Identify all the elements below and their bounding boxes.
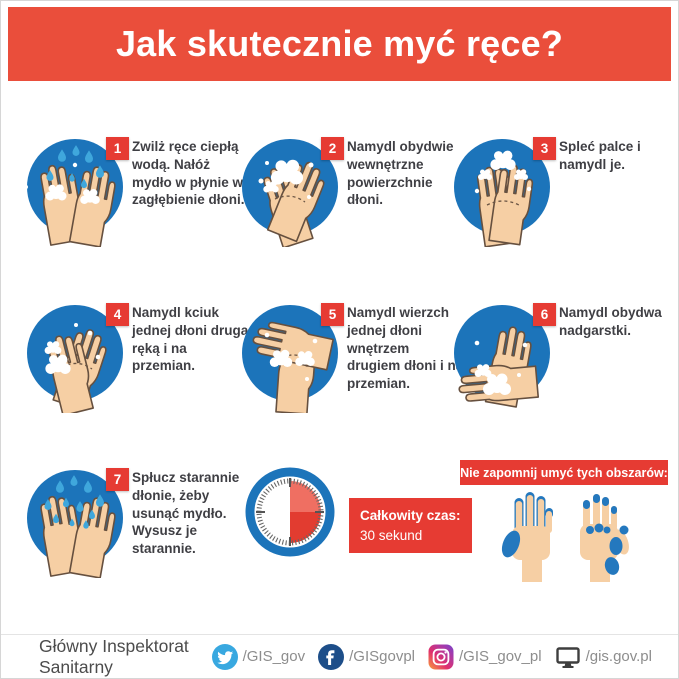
missed-areas-hands-illustration <box>501 492 629 582</box>
footer: Główny Inspektorat Sanitarny /GIS_gov /G… <box>1 634 678 678</box>
step-5: 5 Namydl wierzch jednej dłoni wnętrzem d… <box>241 301 467 453</box>
step-number-badge: 3 <box>533 137 556 160</box>
step-number-badge: 1 <box>106 137 129 160</box>
organization-name: Główny Inspektorat Sanitarny <box>39 635 189 677</box>
step-7-rinse-hands-illustration <box>27 470 123 578</box>
step-text: Zwilż ręce ciepłą wodą. Nałóż mydło w pł… <box>132 139 245 208</box>
website-icon <box>555 646 580 668</box>
step-2: 2 Namydl obydwie wewnętrzne powierzchnie… <box>241 135 467 287</box>
instagram-icon <box>428 644 454 669</box>
step-number-badge: 5 <box>321 303 344 326</box>
twitter-link[interactable]: /GIS_gov <box>211 643 306 670</box>
timer-clock-icon <box>245 467 335 557</box>
step-2-soap-palms-illustration <box>242 139 338 247</box>
step-text: Namydl obydwie wewnętrzne powierzchnie d… <box>347 139 454 208</box>
step-1: 1 Zwilż ręce ciepłą wodą. Nałóż mydło w … <box>26 135 252 287</box>
step-number-badge: 2 <box>321 137 344 160</box>
step-7: 7 Spłucz starannie dłonie, żeby usunąć m… <box>26 466 252 618</box>
step-number-badge: 6 <box>533 303 556 326</box>
total-time-label: Całkowity czas: <box>360 508 461 523</box>
step-number-badge: 4 <box>106 303 129 326</box>
step-5-back-of-hand-illustration <box>242 305 338 413</box>
page-title-banner: Jak skutecznie myć ręce? <box>8 7 671 81</box>
reminder-banner: Nie zapomnij umyć tych obszarów: <box>460 460 668 485</box>
instagram-handle: /GIS_gov_pl <box>459 648 542 665</box>
step-1-wet-hands-illustration <box>26 139 123 247</box>
page-title: Jak skutecznie myć ręce? <box>115 23 564 64</box>
website-link[interactable]: /gis.gov.pl <box>555 644 652 670</box>
twitter-handle: /GIS_gov <box>242 648 306 665</box>
step-6-wrist-wash-illustration <box>454 305 550 409</box>
step-4-thumb-wash-illustration <box>27 305 123 413</box>
step-text: Spleć palce i namydl je. <box>559 139 641 172</box>
total-time-value: 30 sekund <box>360 527 423 543</box>
website-handle: /gis.gov.pl <box>585 648 652 665</box>
step-text: Namydl kciuk jednej dłoni drugą ręką i n… <box>132 305 249 374</box>
facebook-link[interactable]: /GISgovpl <box>318 643 415 670</box>
facebook-handle: /GISgovpl <box>349 648 415 665</box>
step-6: 6 Namydl obydwa nadgarstki. <box>453 301 678 453</box>
step-3-interlaced-fingers-illustration <box>454 139 550 247</box>
step-3: 3 Spleć palce i namydl je. <box>453 135 678 287</box>
step-text: Namydl obydwa nadgarstki. <box>559 305 662 338</box>
step-text: Namydl wierzch jednej dłoni wnętrzem dru… <box>347 305 464 392</box>
twitter-icon <box>211 643 238 670</box>
step-number-badge: 7 <box>106 468 129 491</box>
instagram-link[interactable]: /GIS_gov_pl <box>428 644 542 670</box>
step-4: 4 Namydl kciuk jednej dłoni drugą ręką i… <box>26 301 252 453</box>
facebook-icon <box>318 643 345 670</box>
step-text: Spłucz starannie dłonie, żeby usunąć myd… <box>132 470 240 557</box>
total-time-box: Całkowity czas: 30 sekund <box>349 498 472 554</box>
